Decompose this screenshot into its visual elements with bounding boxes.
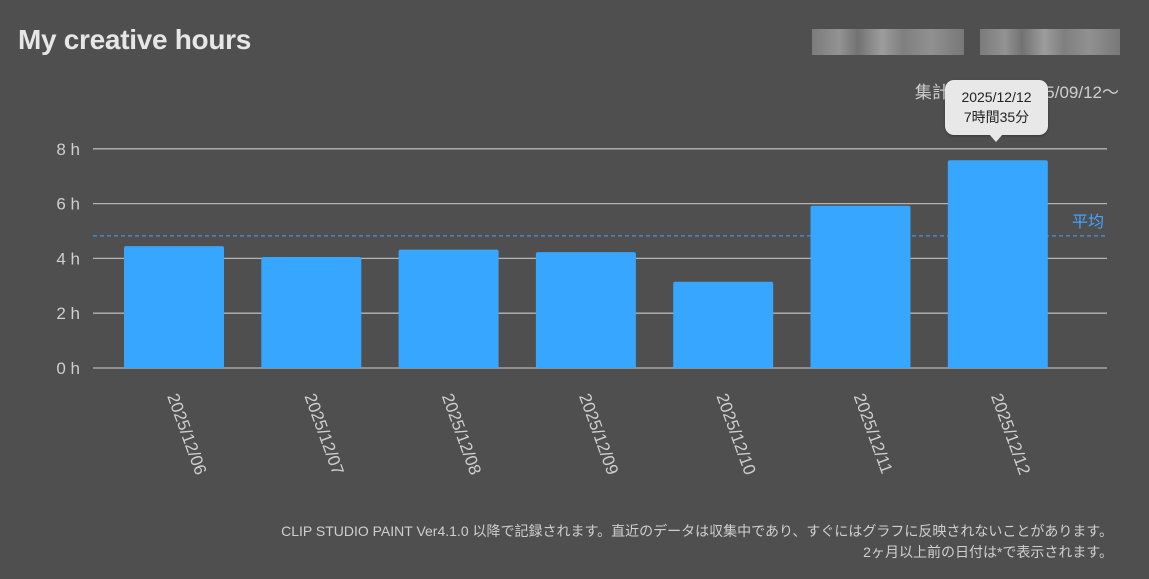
- bar: [673, 281, 774, 368]
- y-tick-label: 6 h: [56, 195, 80, 214]
- tooltip-duration: 7時間35分: [963, 109, 1030, 125]
- y-tick-label: 4 h: [56, 249, 80, 268]
- x-tick-label: 2025/12/08: [438, 391, 485, 477]
- x-tick-label: 2025/12/12: [987, 391, 1034, 477]
- footer-note: CLIP STUDIO PAINT Ver4.1.0 以降で記録されます。直近の…: [281, 521, 1113, 563]
- bar-tooltip: 2025/12/12 7時間35分: [945, 80, 1048, 142]
- redacted-user-info: [980, 29, 1120, 55]
- bar: [535, 252, 636, 368]
- bar: [261, 257, 362, 368]
- bar: [398, 249, 499, 368]
- y-tick-label: 0 h: [56, 359, 80, 378]
- tooltip-date: 2025/12/12: [961, 89, 1032, 105]
- y-tick-label: 8 h: [56, 140, 80, 159]
- y-tick-label: 2 h: [56, 304, 80, 323]
- x-tick-label: 2025/12/10: [712, 391, 759, 477]
- redacted-user-info: [812, 29, 964, 55]
- x-tick-label: 2025/12/09: [575, 391, 622, 477]
- footer-note-line1: CLIP STUDIO PAINT Ver4.1.0 以降で記録されます。直近の…: [281, 523, 1113, 539]
- page-title: My creative hours: [18, 24, 251, 55]
- bar: [810, 205, 911, 368]
- footer-note-line2: 2ヶ月以上前の日付は*で表示されます。: [863, 544, 1113, 560]
- x-tick-label: 2025/12/07: [301, 391, 348, 477]
- bar: [947, 160, 1048, 368]
- x-tick-label: 2025/12/11: [850, 391, 897, 476]
- average-label: 平均: [1072, 212, 1104, 231]
- bar: [124, 246, 224, 368]
- x-tick-label: 2025/12/06: [163, 391, 210, 477]
